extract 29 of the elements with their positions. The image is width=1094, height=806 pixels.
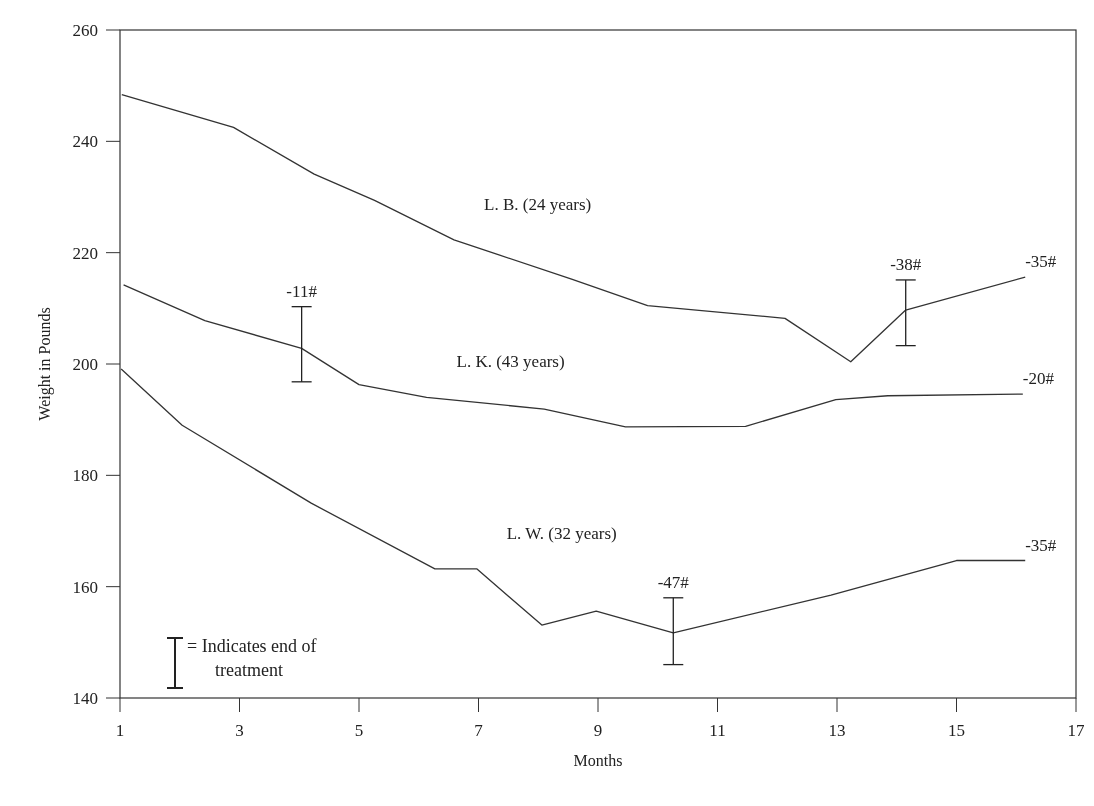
x-tick-label: 1 bbox=[115, 721, 125, 740]
y-tick-label: 180 bbox=[72, 466, 98, 486]
y-tick-label: 140 bbox=[72, 688, 98, 708]
x-axis-title: Months bbox=[573, 752, 623, 769]
y-tick-label: 200 bbox=[72, 354, 98, 374]
y-tick-label: 260 bbox=[72, 20, 98, 40]
y-tick-label: 220 bbox=[72, 243, 98, 263]
x-tick-label: 17 bbox=[1067, 721, 1085, 740]
series-label: L. K. (43 years) bbox=[456, 352, 565, 372]
annotation: -47# bbox=[657, 572, 690, 592]
annotation: -35# bbox=[1025, 252, 1057, 272]
x-tick-label: 3 bbox=[235, 721, 244, 740]
y-axis-title: Weight in Pounds bbox=[36, 307, 54, 421]
annotation: -35# bbox=[1025, 535, 1057, 555]
y-tick-label: 240 bbox=[72, 132, 98, 152]
y-tick-label: 160 bbox=[72, 577, 98, 597]
annotation: -38# bbox=[890, 254, 922, 274]
annotation: -20# bbox=[1022, 369, 1055, 389]
x-tick-label: 11 bbox=[709, 721, 726, 740]
annotation: = Indicates end of treatment bbox=[187, 636, 317, 680]
x-tick-label: 5 bbox=[354, 721, 364, 740]
annotation: -11# bbox=[286, 281, 318, 301]
text: L. B. (24 years) bbox=[484, 194, 592, 214]
text: L. W. (32 years) bbox=[506, 523, 617, 543]
x-tick-label: 13 bbox=[828, 721, 846, 740]
x-tick-label: 9 bbox=[593, 721, 603, 740]
line-series bbox=[122, 284, 1024, 428]
x-tick-label: 15 bbox=[948, 721, 965, 740]
x-tick-label: 7 bbox=[474, 721, 484, 740]
